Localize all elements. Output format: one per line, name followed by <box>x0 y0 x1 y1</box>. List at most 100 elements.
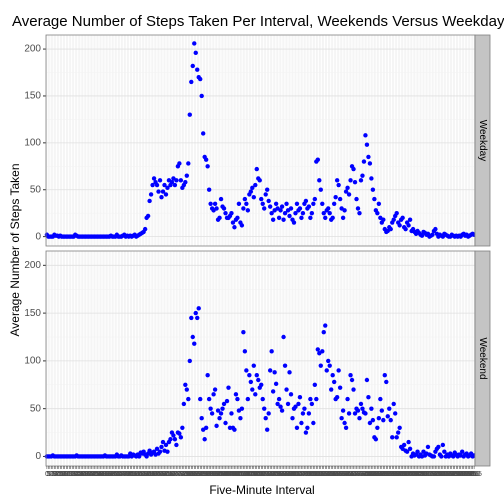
point <box>276 396 282 402</box>
point <box>229 210 234 216</box>
x-tick-label: 1525 <box>314 471 330 478</box>
point <box>346 411 352 416</box>
x-tick-label: 2120 <box>420 471 436 478</box>
point <box>308 396 313 402</box>
point <box>288 392 294 397</box>
y-tick-label: 150 <box>24 91 41 102</box>
point <box>160 439 166 445</box>
x-tick-label: 1040 <box>230 471 246 478</box>
point <box>266 411 271 416</box>
point <box>218 411 224 416</box>
point <box>208 201 213 206</box>
x-tick-label: 1955 <box>395 471 411 478</box>
point <box>217 215 222 221</box>
point <box>163 442 169 448</box>
point <box>314 396 319 402</box>
point <box>351 387 356 392</box>
point <box>321 210 326 216</box>
x-tick-label: 1225 <box>261 471 277 478</box>
x-tick-label: 730 <box>175 471 187 478</box>
x-tick-label: 215 <box>81 471 93 478</box>
x-tick-label: 1105 <box>237 471 252 478</box>
x-tick-label: 20 <box>49 471 57 478</box>
x-tick-label: 35 <box>53 471 61 478</box>
point <box>355 408 361 413</box>
point <box>189 79 194 85</box>
x-tick-label: 740 <box>178 471 190 478</box>
point <box>387 406 392 411</box>
panel <box>46 251 475 466</box>
point <box>250 387 255 392</box>
point <box>330 215 335 221</box>
x-tick-label: 1240 <box>265 471 281 478</box>
x-tick-label: 845 <box>197 471 209 478</box>
point <box>433 226 438 232</box>
x-tick-label: 1545 <box>320 471 336 478</box>
point <box>282 363 288 368</box>
x-tick-label: 220 <box>83 471 95 478</box>
point <box>312 382 318 387</box>
x-tick-label: 325 <box>102 471 114 478</box>
point <box>376 201 382 206</box>
point <box>305 425 310 430</box>
x-axis-label: Five-Minute Interval <box>209 483 314 497</box>
x-tick-label: 425 <box>120 471 132 478</box>
point <box>229 411 234 416</box>
y-tick-label: 0 <box>35 451 41 462</box>
x-tick-label: 645 <box>162 471 174 478</box>
point <box>267 368 273 373</box>
x-tick-label: 1625 <box>332 471 348 478</box>
point <box>198 396 203 402</box>
point <box>300 210 306 216</box>
point <box>251 363 257 368</box>
point <box>192 341 197 346</box>
x-tick-label: 955 <box>218 471 230 478</box>
point <box>177 161 182 166</box>
x-tick-label: 2220 <box>438 471 454 478</box>
x-tick-label: 1700 <box>343 471 359 478</box>
point <box>212 201 218 206</box>
point <box>311 420 316 426</box>
point <box>336 368 341 373</box>
x-tick-label: 1705 <box>344 471 360 478</box>
x-tick-label: 120 <box>65 471 77 478</box>
x-tick-label: 950 <box>217 471 229 478</box>
x-tick-label: 335 <box>105 471 117 478</box>
point <box>327 363 332 368</box>
point <box>320 349 325 354</box>
x-tick-label: 725 <box>174 471 186 478</box>
x-tick-label: 2330 <box>459 471 475 478</box>
x-tick-label: 1805 <box>362 471 378 478</box>
x-tick-label: 2130 <box>423 471 439 478</box>
point <box>390 435 395 440</box>
point <box>212 387 218 392</box>
point <box>187 112 192 117</box>
point <box>321 330 326 335</box>
point <box>363 133 368 138</box>
point <box>183 180 188 185</box>
x-tick-label: 1330 <box>280 471 296 478</box>
point <box>348 373 353 378</box>
point <box>245 396 251 402</box>
x-tick-label: 1335 <box>282 471 298 478</box>
point <box>372 196 377 202</box>
x-tick-label: 1905 <box>380 471 396 478</box>
x-tick-label: 125 <box>66 471 78 478</box>
x-tick-label: 555 <box>147 471 159 478</box>
x-tick-label: 2345 <box>463 471 479 478</box>
x-tick-label: 30 <box>52 471 60 478</box>
x-tick-label: 1350 <box>286 471 302 478</box>
x-tick-label: 1200 <box>253 471 269 478</box>
point <box>279 204 285 209</box>
x-tick-label: 2200 <box>432 471 448 478</box>
point <box>349 377 355 383</box>
x-tick-label: 2105 <box>416 471 432 478</box>
point <box>148 192 154 197</box>
x-tick-label: 935 <box>212 471 224 478</box>
point <box>262 206 267 211</box>
x-tick-label: 945 <box>215 471 227 478</box>
point <box>190 334 195 340</box>
x-tick-label: 1710 <box>346 471 362 478</box>
point <box>226 385 231 390</box>
x-tick-label: 2010 <box>399 471 415 478</box>
